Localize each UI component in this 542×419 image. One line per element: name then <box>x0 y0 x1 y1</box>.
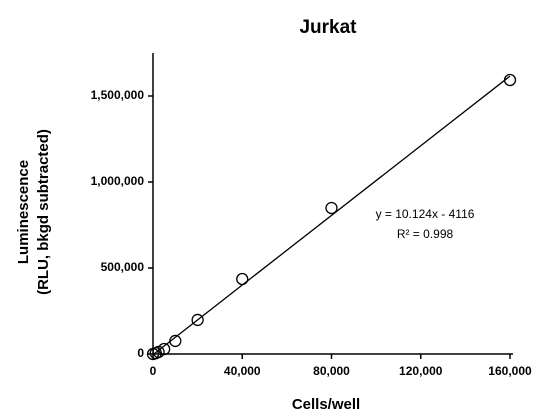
trendline-r2: R² = 0.998 <box>397 227 454 241</box>
y-tick-label: 0 <box>137 346 144 360</box>
y-axis-title: (RLU, bkgd subtracted) <box>35 129 52 295</box>
data-point <box>236 272 249 286</box>
x-axis-title: Cells/well <box>292 396 360 413</box>
x-tick-label: 0 <box>150 364 157 378</box>
x-tick-label: 40,000 <box>224 364 261 378</box>
y-axis-title: Luminescence <box>15 160 32 264</box>
x-tick-label: 120,000 <box>399 364 443 378</box>
x-tick-label: 160,000 <box>488 364 532 378</box>
data-point <box>325 201 338 215</box>
data-point <box>191 313 204 327</box>
data-point <box>169 334 182 348</box>
data-point <box>503 73 517 87</box>
data-point <box>158 342 171 356</box>
y-tick-label: 1,000,000 <box>91 174 145 188</box>
trendline-equation: y = 10.124x - 4116 <box>376 207 475 221</box>
chart-title: Jurkat <box>299 17 357 38</box>
y-tick-label: 1,500,000 <box>91 88 145 102</box>
x-tick-label: 80,000 <box>313 364 350 378</box>
trendline <box>152 75 511 356</box>
y-tick-label: 500,000 <box>101 260 145 274</box>
